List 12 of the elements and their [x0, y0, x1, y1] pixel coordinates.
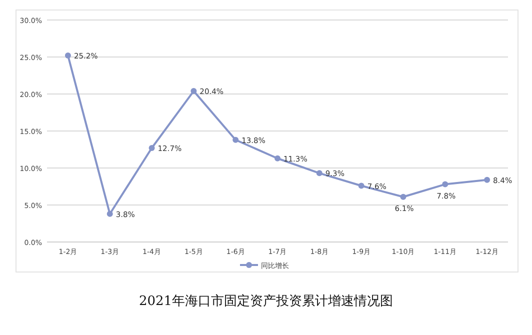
point — [190, 88, 197, 94]
point — [232, 136, 239, 143]
point — [148, 145, 155, 152]
point — [484, 176, 490, 183]
point — [358, 182, 364, 189]
point — [442, 181, 448, 188]
point — [64, 52, 71, 59]
point — [400, 194, 406, 200]
text: 2021年海口市固定资产投资累计增速情况图 — [138, 294, 394, 309]
point — [316, 170, 322, 176]
point — [106, 210, 113, 217]
point — [274, 155, 280, 162]
